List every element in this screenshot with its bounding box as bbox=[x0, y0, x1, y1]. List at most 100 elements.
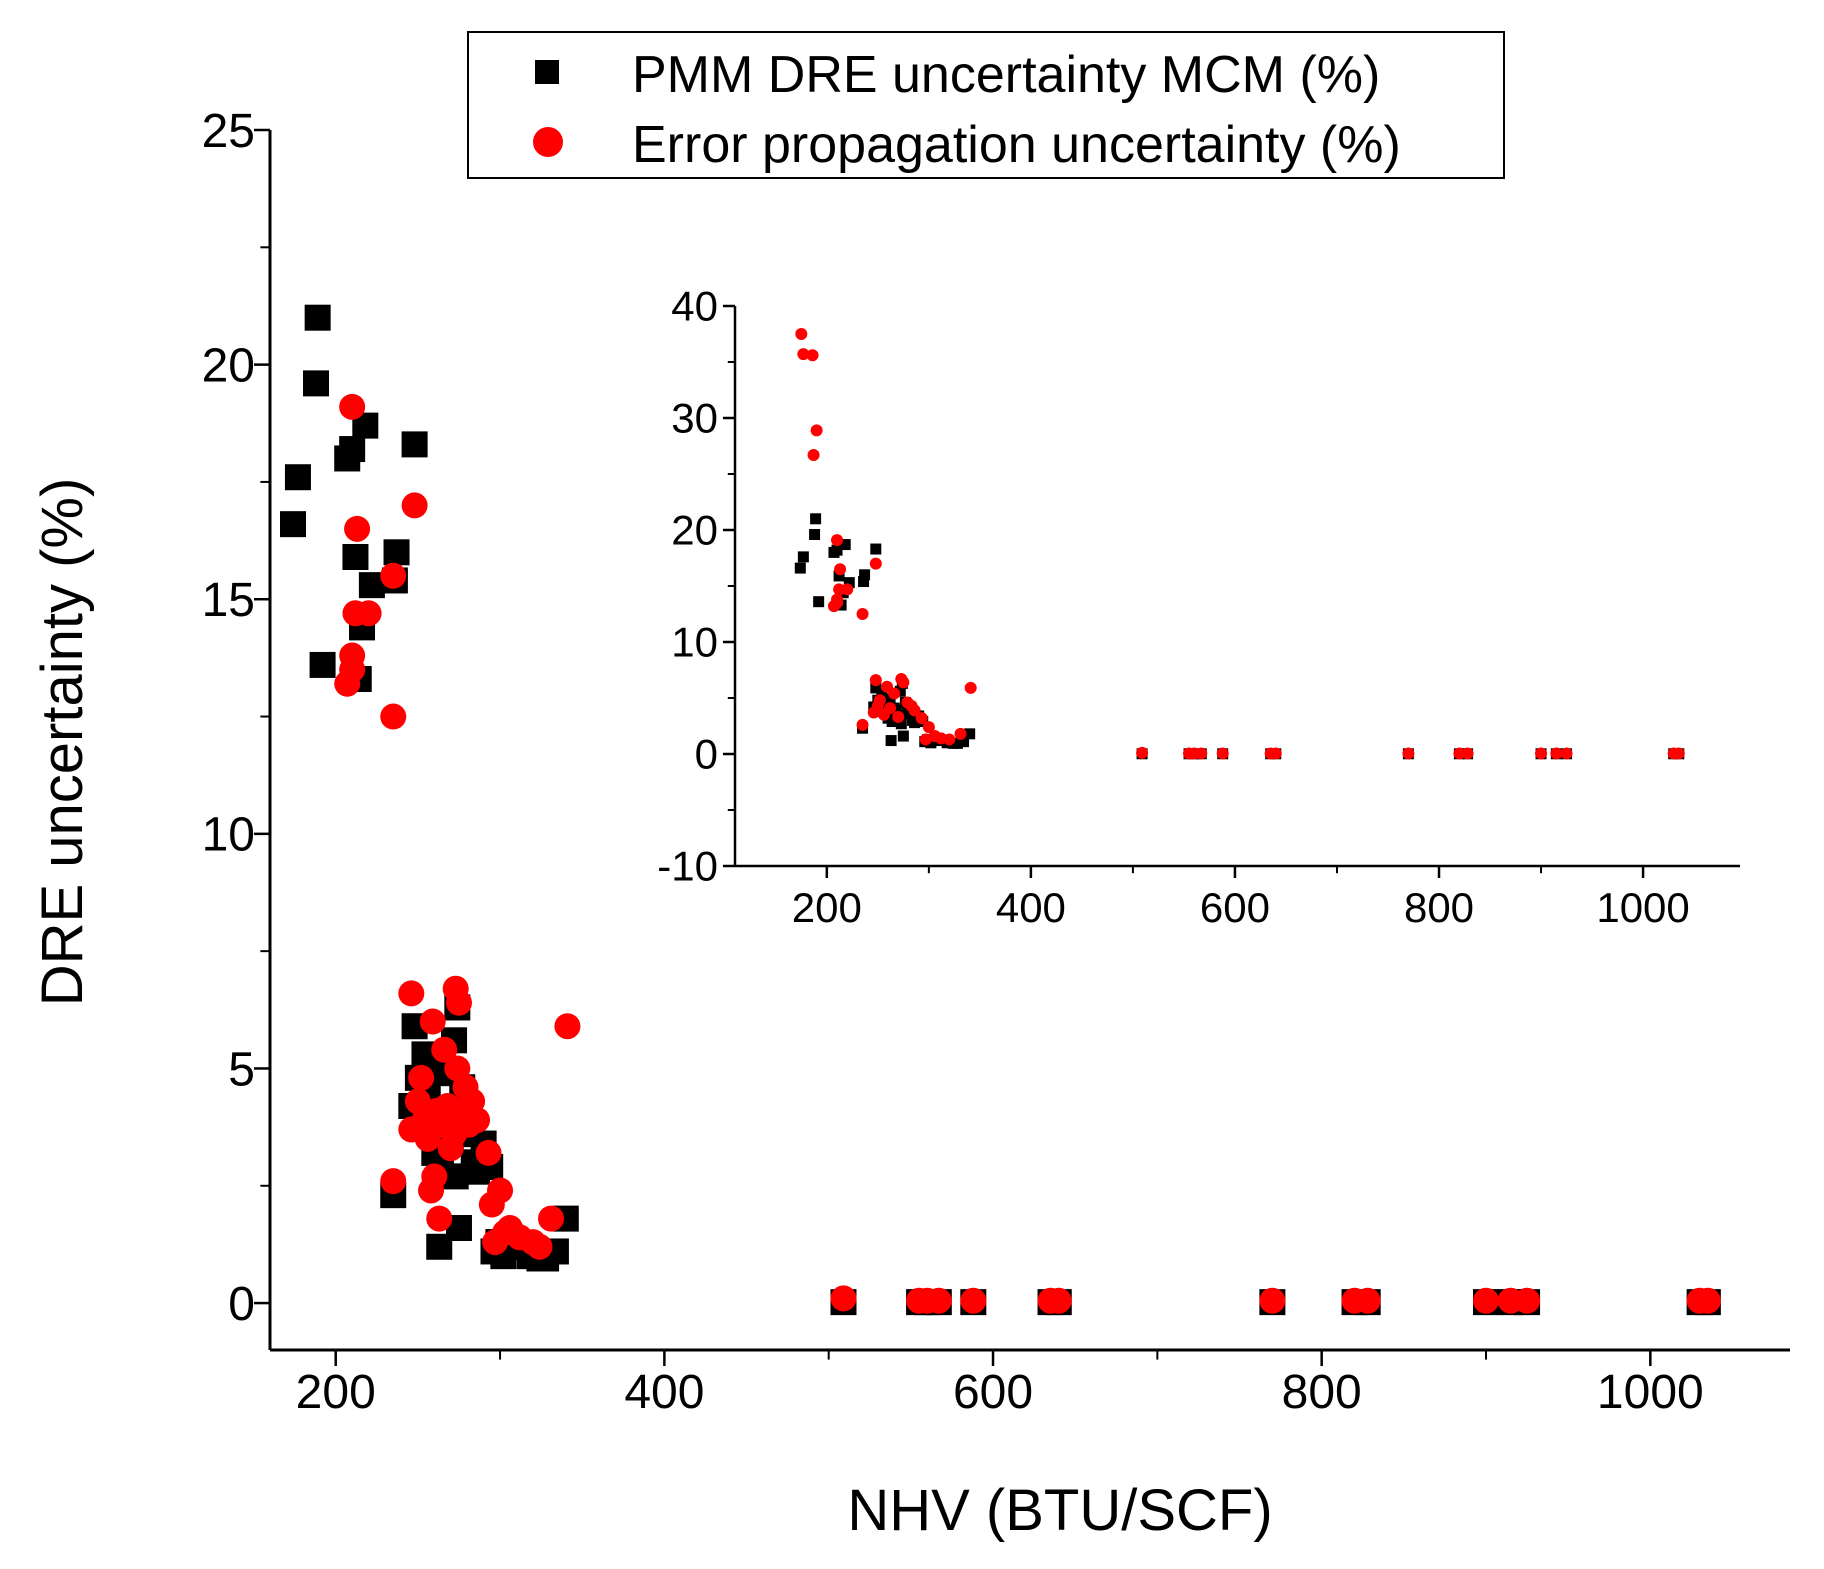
main-x-tick-label: 1000 bbox=[1597, 1366, 1704, 1419]
inset-point-error-propagation bbox=[795, 328, 808, 340]
inset-point-mcm bbox=[859, 569, 871, 581]
main-point-mcm bbox=[304, 304, 331, 331]
main-y-tick-label: 0 bbox=[228, 1278, 255, 1331]
inset-point-error-propagation bbox=[869, 674, 882, 687]
main-y-tick-label: 15 bbox=[202, 574, 255, 627]
main-point-error-propagation bbox=[1354, 1287, 1381, 1314]
main-x-axis-label: NHV (BTU/SCF) bbox=[847, 1478, 1272, 1543]
inset-point-mcm bbox=[831, 544, 843, 556]
inset-point-mcm bbox=[810, 513, 822, 525]
main-point-error-propagation bbox=[537, 1205, 564, 1232]
inset-point-error-propagation bbox=[856, 608, 869, 620]
main-series-squares bbox=[280, 304, 1721, 1316]
inset-point-mcm bbox=[870, 543, 882, 555]
inset-point-mcm bbox=[894, 685, 906, 697]
main-point-error-propagation bbox=[960, 1287, 987, 1314]
inset-ticks: 200 400 600 800 1000 -10 0 10 20 30 40 bbox=[657, 283, 1689, 931]
inset-point-mcm bbox=[870, 682, 882, 694]
inset-point-error-propagation bbox=[869, 557, 882, 570]
legend: PMM DRE uncertainty MCM (%) Error propag… bbox=[467, 31, 1505, 179]
main-x-tick-label: 200 bbox=[296, 1366, 376, 1419]
inset-point-error-propagation bbox=[827, 600, 840, 613]
main-point-mcm bbox=[342, 544, 369, 570]
inset-point-error-propagation bbox=[1461, 747, 1474, 760]
main-x-tick-label: 600 bbox=[953, 1366, 1033, 1419]
inset-point-error-propagation bbox=[834, 563, 847, 576]
inset-point-error-propagation bbox=[897, 676, 910, 689]
inset-point-mcm bbox=[794, 562, 806, 574]
main-point-mcm bbox=[284, 464, 311, 491]
inset-point-mcm bbox=[885, 735, 897, 747]
main-point-error-propagation bbox=[475, 1139, 502, 1166]
inset-x-tick-label: 200 bbox=[792, 884, 862, 931]
main-x-tick-label: 400 bbox=[624, 1366, 704, 1419]
main-series-circles bbox=[334, 393, 1721, 1314]
inset-point-mcm bbox=[833, 570, 845, 582]
main-point-error-propagation bbox=[830, 1285, 857, 1312]
inset-point-error-propagation bbox=[797, 348, 810, 361]
inset-plot: 200 400 600 800 1000 -10 0 10 20 30 40 bbox=[657, 283, 1740, 931]
main-y-tick-label: 5 bbox=[228, 1043, 255, 1096]
inset-y-tick-label: 30 bbox=[671, 395, 718, 442]
legend-entry-error-propagation: Error propagation uncertainty (%) bbox=[632, 116, 1401, 174]
inset-x-tick-label: 600 bbox=[1200, 884, 1270, 931]
main-point-error-propagation bbox=[398, 980, 425, 1007]
main-point-error-propagation bbox=[464, 1107, 491, 1134]
inset-point-error-propagation bbox=[888, 687, 901, 700]
inset-point-mcm bbox=[886, 716, 898, 728]
main-point-error-propagation bbox=[487, 1177, 514, 1204]
inset-point-mcm bbox=[843, 577, 855, 589]
main-point-error-propagation bbox=[380, 1168, 407, 1195]
inset-x-tick-label: 800 bbox=[1404, 884, 1474, 931]
legend-entry-mcm: PMM DRE uncertainty MCM (%) bbox=[632, 46, 1380, 104]
inset-point-error-propagation bbox=[1535, 747, 1548, 760]
main-point-error-propagation bbox=[1514, 1287, 1541, 1314]
inset-point-error-propagation bbox=[892, 711, 905, 724]
inset-x-tick-label: 400 bbox=[996, 884, 1066, 931]
inset-point-mcm bbox=[909, 717, 921, 729]
main-point-mcm bbox=[280, 511, 307, 538]
main-point-error-propagation bbox=[554, 1013, 581, 1040]
main-point-error-propagation bbox=[401, 492, 428, 519]
main-point-error-propagation bbox=[526, 1233, 553, 1260]
main-point-error-propagation bbox=[925, 1287, 952, 1314]
inset-point-error-propagation bbox=[1550, 747, 1563, 760]
main-y-tick-label: 10 bbox=[202, 809, 255, 862]
inset-y-tick-label: 40 bbox=[671, 283, 718, 330]
inset-point-error-propagation bbox=[856, 718, 869, 731]
main-point-error-propagation bbox=[380, 703, 407, 730]
main-point-error-propagation bbox=[355, 600, 382, 627]
inset-point-mcm bbox=[813, 596, 825, 608]
inset-point-error-propagation bbox=[873, 694, 886, 707]
main-point-error-propagation bbox=[431, 1036, 458, 1063]
main-point-mcm bbox=[383, 539, 410, 566]
inset-series-circles bbox=[795, 328, 1685, 760]
inset-point-mcm bbox=[903, 708, 915, 720]
main-x-tick-label: 800 bbox=[1282, 1366, 1362, 1419]
inset-point-mcm bbox=[895, 718, 907, 730]
inset-point-error-propagation bbox=[884, 702, 897, 715]
inset-point-error-propagation bbox=[919, 733, 932, 746]
legend-square-marker bbox=[535, 60, 559, 84]
inset-point-mcm bbox=[897, 730, 909, 742]
inset-x-tick-label: 1000 bbox=[1596, 884, 1689, 931]
main-point-error-propagation bbox=[1045, 1287, 1072, 1314]
main-point-mcm bbox=[401, 431, 428, 458]
inset-y-tick-label: 20 bbox=[671, 507, 718, 554]
inset-point-error-propagation bbox=[841, 583, 854, 596]
main-point-error-propagation bbox=[445, 989, 472, 1016]
inset-point-error-propagation bbox=[1216, 747, 1229, 760]
inset-point-error-propagation bbox=[943, 733, 956, 746]
inset-point-error-propagation bbox=[1672, 747, 1685, 760]
inset-point-error-propagation bbox=[908, 704, 921, 717]
main-point-error-propagation bbox=[419, 1008, 446, 1035]
legend-circle-marker bbox=[533, 127, 563, 157]
main-y-axis-label: DRE uncertainty (%) bbox=[30, 478, 95, 1007]
legend-box bbox=[467, 31, 1505, 179]
inset-point-mcm bbox=[884, 693, 896, 705]
inset-point-error-propagation bbox=[807, 448, 820, 461]
inset-y-tick-label: 0 bbox=[695, 731, 718, 778]
